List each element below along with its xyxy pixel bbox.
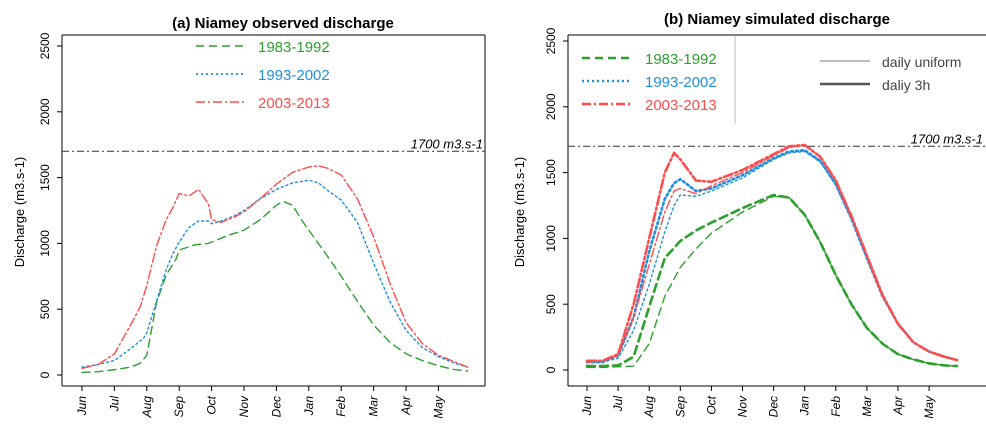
panel-b-x-tick-label-sep: Sep	[673, 396, 687, 418]
panel-b-x-tick-label-feb: Feb	[829, 396, 843, 417]
panel-b-y-tick-label-500: 500	[544, 294, 558, 314]
panel-b-x-tick-label-jun: Jun	[580, 396, 594, 417]
panel-a-y-tick-label-2500: 2500	[38, 32, 52, 59]
panel-a-y-tick-label-0: 0	[38, 371, 52, 378]
panel-b-x-tick-label-nov: Nov	[736, 395, 750, 417]
panel-a-y-axis-title: Discharge (m3.s-1)	[12, 157, 27, 268]
panel-a-legend: 1983-1992 1993-2002 2003-2013	[196, 39, 330, 112]
panel-a-y-tick-label-1000: 1000	[38, 230, 52, 257]
panel-b-x-tick-label-jan: Jan	[798, 396, 812, 417]
panel-a-x-tick-label-mar: Mar	[367, 395, 381, 417]
panel-b-x-tick-label-apr: Apr	[891, 395, 905, 416]
panel-a-x-tick-label-aug: Aug	[140, 396, 154, 419]
panel-a-y-tick-label-500: 500	[38, 299, 52, 319]
panel-a-x-tick-label-jun: Jun	[75, 396, 89, 417]
panel-b-simulated: (b) Niamey simulated discharge Discharge…	[512, 11, 986, 419]
legend-a-label-1983-1992: 1983-1992	[258, 39, 330, 56]
panel-a-x-tick-label-may: May	[431, 395, 445, 419]
panel-b-series-1983-1992-thick	[585, 193, 959, 368]
panel-a-x-tick-label-dec: Dec	[269, 396, 283, 417]
panel-b-y-tick-label-1000: 1000	[544, 225, 558, 252]
panel-b-title: (b) Niamey simulated discharge	[664, 11, 890, 28]
panel-b-series-1983-1992-thin	[586, 195, 958, 369]
panel-a-x-tick-label-apr: Apr	[399, 395, 413, 416]
legend-a-label-2003-2013: 2003-2013	[258, 95, 330, 112]
panel-a-title: (a) Niamey observed discharge	[172, 15, 394, 32]
panel-a-reference-line: 1700 m3.s-1	[62, 136, 485, 152]
panel-a-series	[81, 165, 469, 374]
panel-b-y-ticks: 0 500 1000 1500 2000 2500	[544, 27, 568, 373]
legend-b-label-daily-uniform: daily uniform	[882, 54, 961, 70]
panel-b-x-tick-label-dec: Dec	[767, 396, 781, 417]
legend-b-label-1993-2002: 1993-2002	[645, 74, 717, 91]
panel-a-series-1983-1992-thin	[81, 200, 469, 374]
legend-b-label-1983-1992: 1983-1992	[645, 51, 717, 68]
panel-b-series-2003-2013-thick	[585, 143, 959, 363]
panel-a-y-ticks: 0 500 1000 1500 2000 2500	[38, 32, 62, 378]
panel-b-reference-line: 1700 m3.s-1	[568, 131, 986, 147]
panel-a-x-tick-label-sep: Sep	[172, 396, 186, 418]
panel-b-x-tick-label-jul: Jul	[611, 396, 625, 413]
legend-a-label-1993-2002: 1993-2002	[258, 67, 330, 84]
panel-a-y-tick-label-2000: 2000	[38, 98, 52, 125]
panel-b-series-1993-2002-thin	[586, 150, 958, 363]
panel-b-y-axis-title: Discharge (m3.s-1)	[512, 157, 527, 268]
panel-a-series-1993-2002-thin	[81, 179, 469, 368]
panel-a-1700-label: 1700 m3.s-1	[411, 136, 483, 151]
panel-b-y-tick-label-1500: 1500	[544, 159, 558, 186]
panel-a-x-tick-label-jul: Jul	[107, 396, 121, 413]
panel-b-x-tick-label-oct: Oct	[704, 395, 718, 414]
legend-b-background	[569, 36, 735, 124]
panel-b-y-tick-label-2500: 2500	[544, 27, 558, 54]
panel-b-series	[585, 143, 959, 369]
panel-a-series-2003-2013-thin	[81, 165, 469, 370]
panel-b-legend: 1983-1992 1993-2002 2003-2013 daily unif…	[569, 36, 961, 124]
panel-b-x-tick-label-aug: Aug	[642, 396, 656, 419]
panel-b-y-tick-label-0: 0	[544, 366, 558, 373]
panel-b-y-tick-label-2000: 2000	[544, 93, 558, 120]
panel-b-1700-label: 1700 m3.s-1	[911, 131, 983, 146]
panel-b-x-tick-label-mar: Mar	[860, 395, 874, 417]
panel-b-x-tick-label-may: May	[922, 395, 936, 419]
panel-a-x-tick-label-oct: Oct	[205, 395, 219, 414]
legend-b-label-2003-2013: 2003-2013	[645, 97, 717, 114]
panel-a-x-tick-label-feb: Feb	[334, 396, 348, 417]
panel-a-x-ticks: Jun Jul Aug Sep Oct Nov Dec Jan Feb Mar Apr May	[75, 386, 445, 419]
panel-a-y-tick-label-1500: 1500	[38, 164, 52, 191]
panel-a-x-tick-label-nov: Nov	[237, 395, 251, 417]
panel-b-series-1993-2002-thick	[585, 148, 959, 364]
panel-b-x-ticks: Jun Jul Aug Sep Oct Nov Dec Jan Feb Mar Apr May	[580, 386, 936, 419]
legend-b-label-daily-3h: daliy 3h	[882, 77, 930, 93]
panel-a-observed: (a) Niamey observed discharge Discharge …	[12, 15, 486, 419]
panel-a-x-tick-label-jan: Jan	[302, 396, 316, 417]
